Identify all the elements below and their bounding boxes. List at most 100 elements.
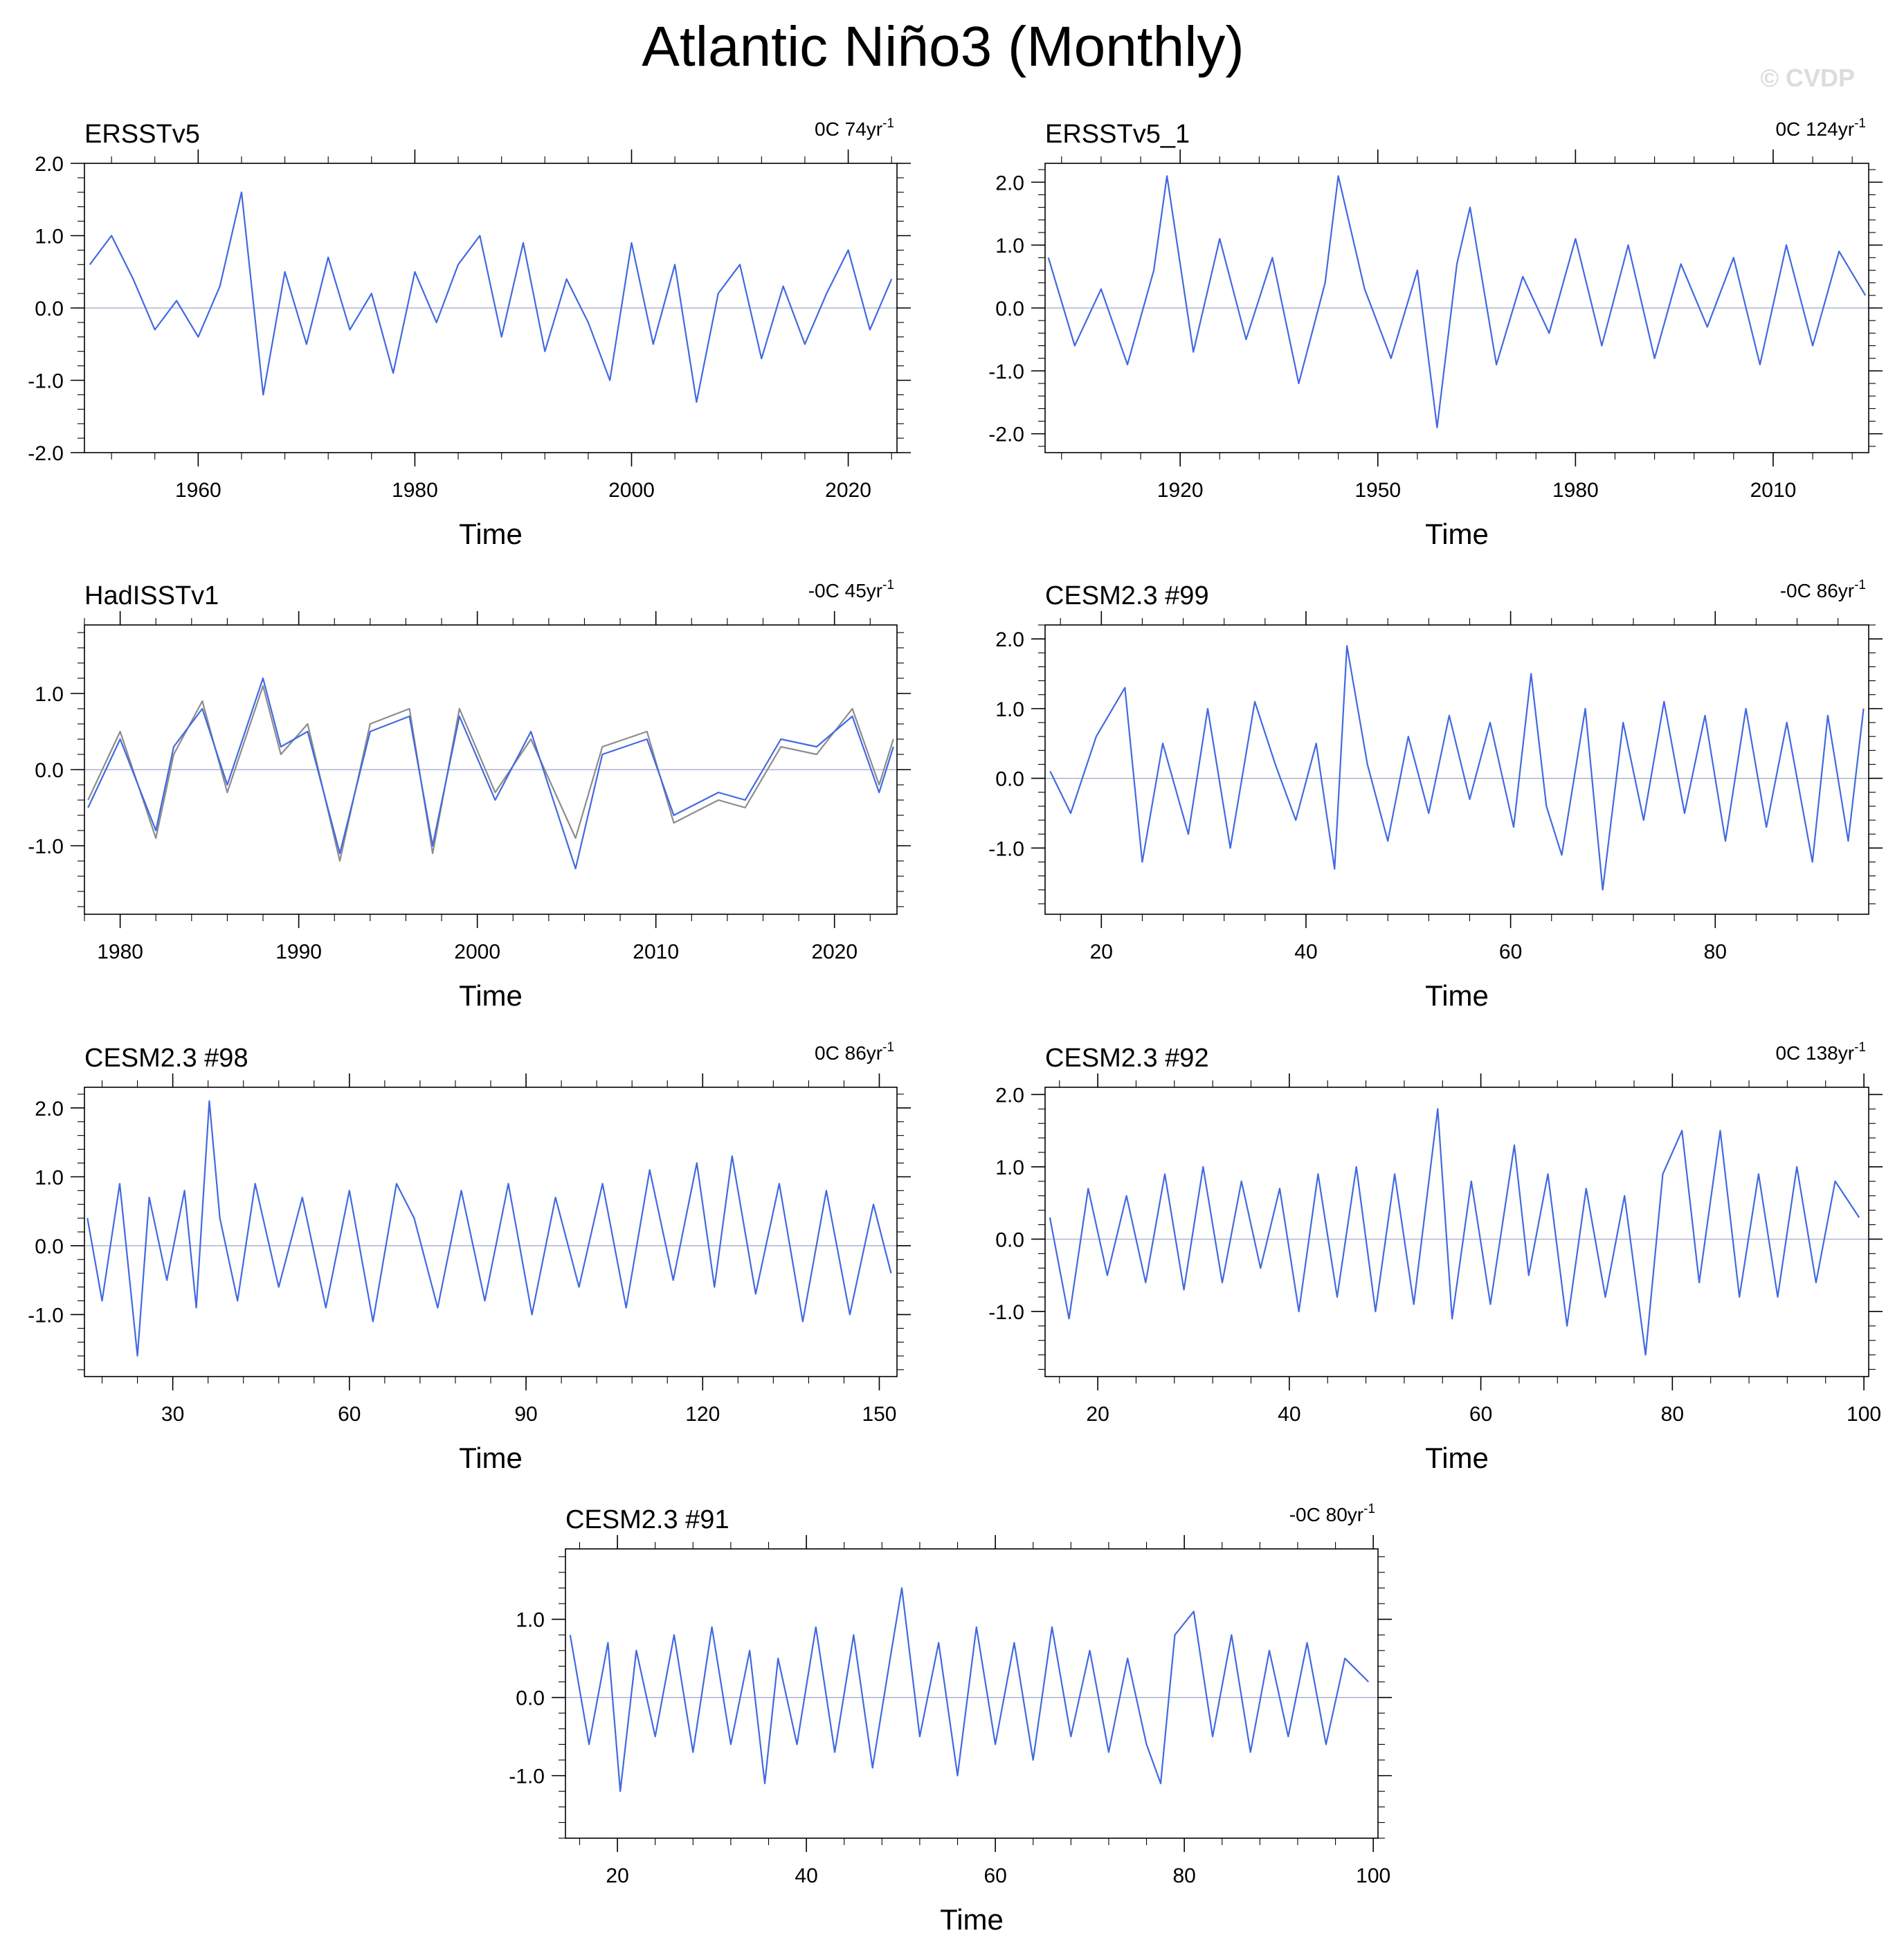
y-tick-label: -1.0 bbox=[28, 835, 64, 858]
y-tick-label: 2.0 bbox=[995, 1084, 1024, 1107]
panel-title: CESM2.3 #99 bbox=[1045, 581, 1209, 610]
y-tick-label: -1.0 bbox=[988, 837, 1024, 860]
chart-panel: CESM2.3 #91 -0C 80yr-1 1.0 0.0 -1.0 20 40 60 80 1… bbox=[509, 1502, 1392, 1936]
x-tick-label: 90 bbox=[514, 1403, 537, 1426]
trend-label: -0C 86yr-1 bbox=[1780, 578, 1866, 601]
chart-panel: CESM2.3 #98 0C 86yr-1 2.0 1.0 0.0 -1.0 30 60 90 1… bbox=[28, 1040, 911, 1474]
y-tick-label: 1.0 bbox=[995, 698, 1024, 721]
plot-frame bbox=[84, 1087, 898, 1377]
trend-exponent: -1 bbox=[1854, 116, 1866, 131]
chart-panel: ERSSTv5 0C 74yr-1 2.0 1.0 0.0 -1.0 -2.0 1960 198… bbox=[28, 116, 911, 550]
main-title: Atlantic Niño3 (Monthly) bbox=[642, 15, 1244, 78]
x-tick-label: 2020 bbox=[811, 941, 858, 963]
y-tick-label: 0.0 bbox=[516, 1687, 545, 1710]
y-tick-label: 1.0 bbox=[35, 683, 64, 706]
plot-frame bbox=[565, 1548, 1379, 1839]
x-axis-label: Time bbox=[1425, 979, 1489, 1012]
y-tick-label: -1.0 bbox=[988, 361, 1024, 383]
y-tick-label: 0.0 bbox=[35, 298, 64, 320]
trend-label: -0C 45yr-1 bbox=[808, 578, 894, 601]
x-tick-label: 1960 bbox=[175, 479, 221, 502]
series-line bbox=[1047, 175, 1867, 428]
x-tick-label: 60 bbox=[1499, 941, 1522, 963]
x-tick-label: 40 bbox=[1294, 941, 1317, 963]
y-tick-label: -1.0 bbox=[988, 1301, 1024, 1324]
x-tick-label: 60 bbox=[1469, 1403, 1492, 1426]
panel-title: ERSSTv5_1 bbox=[1045, 120, 1190, 149]
trend-label: 0C 74yr-1 bbox=[815, 116, 894, 140]
chart-panel: CESM2.3 #92 0C 138yr-1 2.0 1.0 0.0 -1.0 20 40 60… bbox=[988, 1040, 1883, 1474]
y-tick-label: -1.0 bbox=[28, 1304, 64, 1327]
series-line bbox=[569, 1587, 1370, 1793]
panel-title: CESM2.3 #91 bbox=[565, 1505, 729, 1534]
series-line bbox=[89, 191, 893, 403]
chart-panel: HadISSTv1 -0C 45yr-1 1.0 0.0 -1.0 1980 1990 200… bbox=[28, 578, 911, 1012]
x-tick-label: 100 bbox=[1847, 1403, 1881, 1426]
series-line bbox=[87, 684, 894, 862]
y-tick-label: 1.0 bbox=[35, 1166, 64, 1189]
x-tick-label: 1980 bbox=[1552, 479, 1599, 502]
series-line bbox=[87, 677, 894, 870]
x-tick-label: 1980 bbox=[392, 479, 438, 502]
trend-exponent: -1 bbox=[882, 1040, 894, 1055]
plot-frame bbox=[1044, 624, 1869, 915]
trend-exponent: -1 bbox=[882, 116, 894, 131]
x-axis-label: Time bbox=[459, 1442, 523, 1474]
y-tick-label: 0.0 bbox=[35, 759, 64, 782]
y-tick-label: 2.0 bbox=[35, 1098, 64, 1120]
panel-title: CESM2.3 #92 bbox=[1045, 1044, 1209, 1073]
y-tick-label: -1.0 bbox=[28, 370, 64, 393]
x-tick-label: 80 bbox=[1661, 1403, 1684, 1426]
y-tick-label: 2.0 bbox=[995, 172, 1024, 194]
x-tick-label: 1950 bbox=[1354, 479, 1401, 502]
x-tick-label: 40 bbox=[1278, 1403, 1300, 1426]
panel-title: CESM2.3 #98 bbox=[84, 1044, 248, 1073]
trend-label: -0C 80yr-1 bbox=[1289, 1502, 1375, 1525]
x-tick-label: 60 bbox=[338, 1403, 361, 1426]
trend-exponent: -1 bbox=[1854, 1040, 1866, 1055]
y-tick-label: 0.0 bbox=[995, 1228, 1024, 1251]
x-tick-label: 2000 bbox=[608, 479, 655, 502]
x-tick-label: 2000 bbox=[454, 941, 500, 963]
x-axis-label: Time bbox=[1425, 1442, 1489, 1474]
series-line bbox=[1049, 645, 1865, 891]
trend-exponent: -1 bbox=[1854, 578, 1866, 592]
x-axis-label: Time bbox=[459, 979, 523, 1012]
trend-label: 0C 124yr-1 bbox=[1775, 116, 1866, 140]
trend-exponent: -1 bbox=[1363, 1502, 1375, 1516]
x-tick-label: 100 bbox=[1356, 1864, 1390, 1887]
y-tick-label: 1.0 bbox=[995, 235, 1024, 257]
trend-label: 0C 86yr-1 bbox=[815, 1040, 894, 1064]
x-tick-label: 1980 bbox=[97, 941, 143, 963]
y-tick-label: -2.0 bbox=[988, 424, 1024, 446]
y-tick-label: 0.0 bbox=[35, 1235, 64, 1258]
y-tick-label: 1.0 bbox=[35, 226, 64, 248]
plot-frame bbox=[1044, 1087, 1869, 1377]
x-tick-label: 1920 bbox=[1157, 479, 1204, 502]
x-tick-label: 1990 bbox=[275, 941, 322, 963]
x-tick-label: 60 bbox=[983, 1864, 1006, 1887]
y-tick-label: 1.0 bbox=[995, 1156, 1024, 1179]
watermark: © CVDP bbox=[1760, 64, 1855, 92]
trend-exponent: -1 bbox=[882, 578, 894, 592]
x-tick-label: 150 bbox=[862, 1403, 896, 1426]
panel-title: ERSSTv5 bbox=[84, 120, 200, 149]
x-tick-label: 120 bbox=[685, 1403, 720, 1426]
y-tick-label: -2.0 bbox=[28, 442, 64, 465]
panel-title: HadISSTv1 bbox=[84, 581, 219, 610]
x-tick-label: 2010 bbox=[633, 941, 679, 963]
chart-panel: ERSSTv5_1 0C 124yr-1 2.0 1.0 0.0 -1.0 -2.0 1920… bbox=[988, 116, 1883, 550]
x-tick-label: 20 bbox=[1086, 1403, 1109, 1426]
x-tick-label: 80 bbox=[1704, 941, 1727, 963]
x-tick-label: 30 bbox=[161, 1403, 184, 1426]
x-tick-label: 20 bbox=[606, 1864, 628, 1887]
y-tick-label: -1.0 bbox=[509, 1766, 545, 1788]
x-axis-label: Time bbox=[940, 1903, 1004, 1936]
series-line bbox=[87, 1100, 892, 1357]
x-axis-label: Time bbox=[1425, 518, 1489, 550]
x-tick-label: 80 bbox=[1172, 1864, 1195, 1887]
y-tick-label: 2.0 bbox=[995, 628, 1024, 651]
y-tick-label: 0.0 bbox=[995, 298, 1024, 320]
y-tick-label: 2.0 bbox=[35, 153, 64, 176]
